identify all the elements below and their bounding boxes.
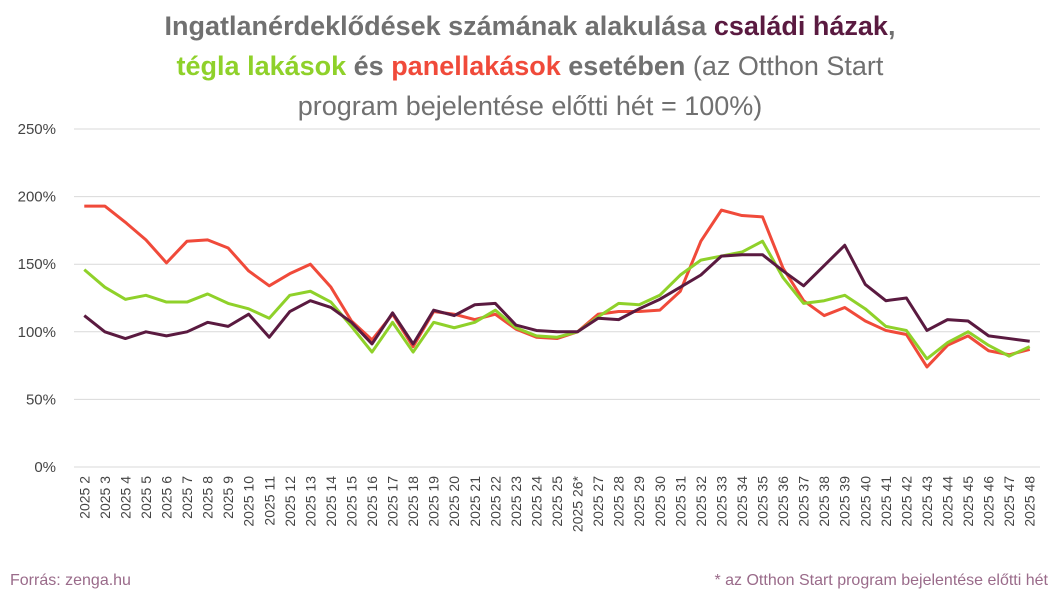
title-part: esetében <box>560 51 686 81</box>
y-tick-label: 100% <box>18 324 56 341</box>
chart-title: Ingatlanérdeklődések számának alakulása … <box>130 6 930 126</box>
x-tick-label: 2025 42 <box>898 476 914 527</box>
series-line <box>84 204 1031 369</box>
x-tick-label: 2025 41 <box>878 476 894 527</box>
x-tick-label: 2025 46 <box>981 476 997 527</box>
x-tick-label: 2025 18 <box>405 476 421 527</box>
x-tick-label: 2025 40 <box>857 476 873 527</box>
x-tick-label: 2025 30 <box>652 476 668 527</box>
x-tick-label: 2025 26* <box>570 475 586 532</box>
x-tick-label: 2025 24 <box>528 476 544 527</box>
source: Forrás: zenga.hu <box>10 572 131 589</box>
x-tick-label: 2025 7 <box>179 476 195 519</box>
x-tick-label: 2025 38 <box>816 476 832 527</box>
series-line <box>83 243 1030 346</box>
title-part: panellakások <box>391 51 561 81</box>
x-tick-label: 2025 3 <box>97 476 113 519</box>
x-tick-label: 2025 47 <box>1001 476 1017 527</box>
title-part: Ingatlanérdeklődések számának alakulása <box>164 11 714 41</box>
title-part: , <box>887 11 896 41</box>
x-tick-label: 2025 35 <box>755 476 771 527</box>
x-tick-label: 2025 48 <box>1022 476 1038 527</box>
x-tick-label: 2025 22 <box>487 476 503 527</box>
x-tick-label: 2025 39 <box>837 476 853 527</box>
title-part: tégla lakások <box>176 51 347 81</box>
series-line <box>83 239 1031 361</box>
x-tick-label: 2025 12 <box>282 476 298 527</box>
x-tick-label: 2025 45 <box>960 476 976 527</box>
title-part: és <box>346 51 392 81</box>
x-tick-label: 2025 29 <box>631 476 647 527</box>
x-tick-label: 2025 23 <box>508 476 524 527</box>
x-tick-label: 2025 5 <box>138 476 154 519</box>
x-tick-label: 2025 13 <box>302 476 318 527</box>
x-tick-label: 2025 33 <box>713 476 729 527</box>
y-tick-label: 0% <box>34 459 56 476</box>
title-part: (az Otthon Start program bejelentése elő… <box>297 51 884 121</box>
x-tick-label: 2025 27 <box>590 476 606 527</box>
x-tick-label: 2025 14 <box>323 476 339 527</box>
x-tick-label: 2025 2 <box>76 476 92 519</box>
x-tick-label: 2025 31 <box>672 476 688 527</box>
x-tick-label: 2025 34 <box>734 476 750 527</box>
x-tick-label: 2025 15 <box>343 476 359 527</box>
x-tick-label: 2025 9 <box>220 476 236 519</box>
x-tick-label: 2025 21 <box>467 476 483 527</box>
x-tick-label: 2025 25 <box>549 476 565 527</box>
x-tick-label: 2025 44 <box>940 476 956 527</box>
title-part: családi házak <box>713 11 888 41</box>
x-tick-label: 2025 16 <box>364 476 380 527</box>
x-tick-label: 2025 32 <box>693 476 709 527</box>
x-tick-label: 2025 8 <box>200 476 216 519</box>
x-tick-label: 2025 4 <box>117 476 133 519</box>
x-tick-label: 2025 36 <box>775 476 791 527</box>
y-tick-label: 150% <box>18 256 56 273</box>
x-tick-label: 2025 10 <box>241 476 257 527</box>
x-tick-label: 2025 11 <box>261 476 277 526</box>
x-tick-label: 2025 17 <box>385 476 401 527</box>
y-tick-label: 250% <box>18 121 56 138</box>
x-tick-label: 2025 19 <box>426 476 442 527</box>
y-tick-label: 200% <box>18 189 56 206</box>
y-tick-label: 50% <box>26 391 56 408</box>
x-tick-label: 2025 6 <box>158 476 174 519</box>
x-tick-label: 2025 37 <box>796 476 812 527</box>
x-tick-label: 2025 20 <box>446 476 462 527</box>
x-tick-label: 2025 28 <box>611 476 627 527</box>
footnote: * az Otthon Start program bejelentése el… <box>714 572 1048 589</box>
x-tick-label: 2025 43 <box>919 476 935 527</box>
